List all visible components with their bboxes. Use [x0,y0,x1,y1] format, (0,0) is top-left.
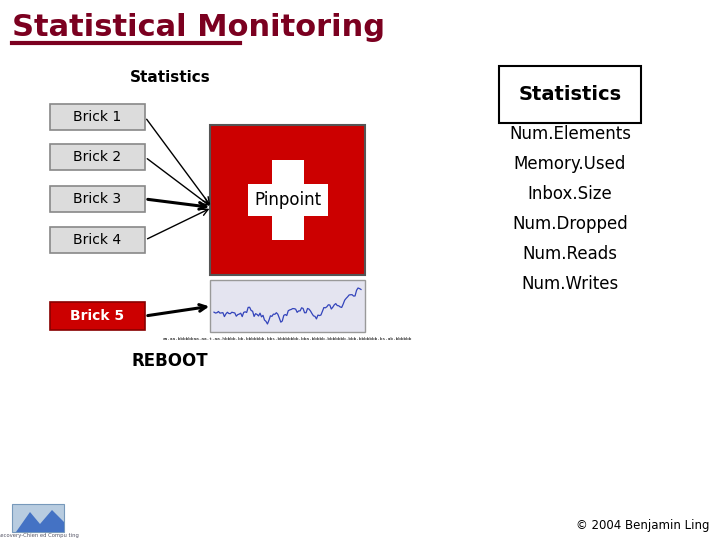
Text: Statistical Monitoring: Statistical Monitoring [12,13,385,42]
Bar [50,186,145,212]
Bar [50,104,145,130]
Text: Statistics: Statistics [130,70,210,85]
Text: Brick 1: Brick 1 [73,110,122,124]
Bar [248,184,328,216]
Text: Num.Elements: Num.Elements [509,125,631,143]
Text: Brick 5: Brick 5 [71,309,125,323]
Bar [50,144,145,170]
Text: Num.Writes: Num.Writes [521,275,618,293]
Bar [50,302,145,330]
Text: Recovery-Chien ed Compu ting: Recovery-Chien ed Compu ting [0,533,79,538]
Text: © 2004 Benjamin Ling: © 2004 Benjamin Ling [577,519,710,532]
Bar [271,160,304,240]
Text: Brick 4: Brick 4 [73,233,122,247]
Text: REBOOT: REBOOT [132,352,208,370]
Text: Brick 2: Brick 2 [73,150,122,164]
Text: Pinpoint: Pinpoint [254,191,321,209]
Text: Num.Reads: Num.Reads [523,245,618,263]
Text: Statistics: Statistics [518,85,621,104]
Text: Memory.Used: Memory.Used [514,155,626,173]
Bar [210,280,365,332]
Bar [12,504,64,532]
Polygon shape [16,510,64,532]
Text: Inbox.Size: Inbox.Size [528,185,613,203]
Text: Num.Dropped: Num.Dropped [512,215,628,233]
Text: aa.aa.bbbbbbaa.aa.t.aa.hbbbb.bb.bbbbbbb.bbs.bbbbbbbb.bba.bbbbb.bbbbbbb.bbb.bbbbb: aa.aa.bbbbbbaa.aa.t.aa.hbbbb.bb.bbbbbbb.… [163,337,412,341]
Bar [210,125,365,275]
Bar [50,227,145,253]
Text: Brick 3: Brick 3 [73,192,122,206]
